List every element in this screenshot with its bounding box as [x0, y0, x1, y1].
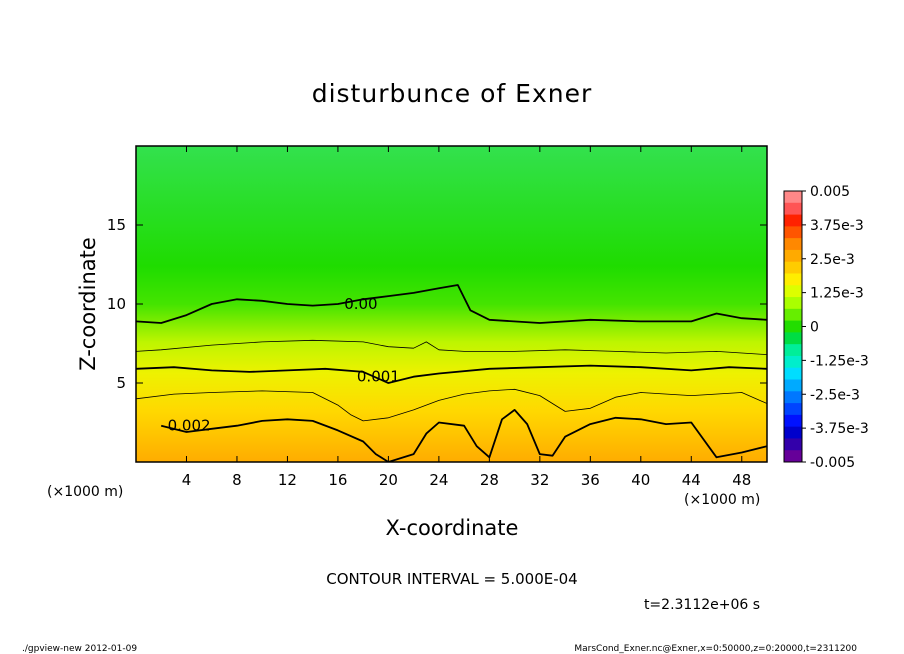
- y-tick-label-0: 5: [116, 374, 126, 392]
- colorbar-swatch-10: [784, 308, 802, 322]
- colorbar-swatch-3: [784, 226, 802, 239]
- colorbar-label-8: -0.005: [810, 455, 855, 471]
- colorbar: 0.005 3.75e-3 2.5e-3 1.25e-3 0 -1.25e-3 -2.5e-…: [783, 184, 869, 471]
- contour-line-4: [160, 408, 767, 462]
- colorbar-swatch-19: [784, 414, 802, 428]
- colorbar-label-6: -2.5e-3: [810, 387, 860, 403]
- colorbar-label-4: 0: [810, 320, 819, 336]
- colorbar-swatch-12: [784, 332, 802, 345]
- y-axis-label: Z-coordinate: [76, 237, 100, 371]
- x-tick-label-8: 36: [581, 471, 600, 489]
- x-axis-ticks: 4 8 12 16 20 24 28 32 36 40 44 48: [182, 146, 751, 489]
- colorbar-swatch-13: [784, 344, 802, 357]
- colorbar-swatch-4: [784, 238, 802, 251]
- y-tick-label-2: 15: [107, 216, 126, 234]
- colorbar-swatch-0: [784, 191, 802, 204]
- x-unit-right: (×1000 m): [684, 492, 760, 508]
- contour-label-4: 0.002: [168, 417, 211, 435]
- colorbar-swatch-18: [784, 403, 802, 416]
- x-tick-label-9: 40: [631, 471, 650, 489]
- colorbar-swatches: [784, 191, 802, 463]
- contour-label-2: 0.001: [357, 368, 400, 386]
- colorbar-swatch-1: [784, 202, 802, 215]
- x-tick-label-1: 8: [232, 471, 242, 489]
- y-tick-label-1: 10: [107, 295, 126, 313]
- colorbar-swatch-11: [784, 320, 802, 333]
- colorbar-swatch-7: [784, 273, 802, 286]
- colorbar-label-2: 2.5e-3: [810, 252, 855, 268]
- colorbar-swatch-17: [784, 391, 802, 404]
- colorbar-swatch-14: [784, 355, 802, 369]
- contour-line-1: [136, 339, 767, 355]
- x-tick-label-3: 16: [328, 471, 347, 489]
- x-tick-label-11: 48: [732, 471, 751, 489]
- colorbar-swatch-2: [784, 214, 802, 227]
- x-unit-left: (×1000 m): [47, 484, 123, 500]
- colorbar-swatch-16: [784, 379, 802, 392]
- colorbar-label-1: 3.75e-3: [810, 218, 864, 234]
- x-tick-label-5: 24: [429, 471, 448, 489]
- contour-line-0: [136, 284, 767, 324]
- colorbar-swatch-21: [784, 438, 802, 451]
- colorbar-swatch-5: [784, 249, 802, 263]
- chart-title: disturbunce of Exner: [312, 79, 593, 108]
- colorbar-swatch-20: [784, 426, 802, 439]
- colorbar-label-5: -1.25e-3: [810, 353, 869, 369]
- x-tick-label-2: 12: [278, 471, 297, 489]
- footer-right: MarsCond_Exner.nc@Exner,x=0:50000,z=0:20…: [574, 644, 857, 654]
- contour-label-0: 0.00: [344, 295, 377, 313]
- plot-area: 0.00 0.001 0.002: [135, 145, 768, 463]
- colorbar-swatch-9: [784, 297, 802, 310]
- colorbar-label-0: 0.005: [810, 184, 850, 200]
- y-axis-ticks: 5 10 15: [107, 216, 767, 392]
- colorbar-labels: 0.005 3.75e-3 2.5e-3 1.25e-3 0 -1.25e-3 -2.5e-…: [802, 184, 869, 471]
- colorbar-swatch-6: [784, 261, 802, 274]
- field-background: [136, 146, 767, 462]
- time-annotation: t=2.3112e+06 s: [644, 597, 760, 613]
- x-tick-label-7: 32: [530, 471, 549, 489]
- contour-interval-note: CONTOUR INTERVAL = 5.000E-04: [326, 570, 577, 588]
- x-tick-label-6: 28: [480, 471, 499, 489]
- contour-line-2: [136, 364, 767, 384]
- colorbar-swatch-22: [784, 450, 802, 463]
- x-tick-label-0: 4: [182, 471, 192, 489]
- colorbar-label-7: -3.75e-3: [810, 421, 869, 437]
- colorbar-swatch-15: [784, 367, 802, 380]
- contour-line-3: [136, 388, 767, 422]
- footer-left: ./gpview-new 2012-01-09: [22, 644, 137, 654]
- x-tick-label-4: 20: [379, 471, 398, 489]
- x-tick-label-10: 44: [682, 471, 701, 489]
- contour-layer: [136, 284, 767, 462]
- x-axis-label: X-coordinate: [386, 516, 519, 540]
- colorbar-label-3: 1.25e-3: [810, 286, 864, 302]
- colorbar-swatch-8: [784, 285, 802, 298]
- contour-label-layer: 0.00 0.001 0.002: [168, 295, 400, 435]
